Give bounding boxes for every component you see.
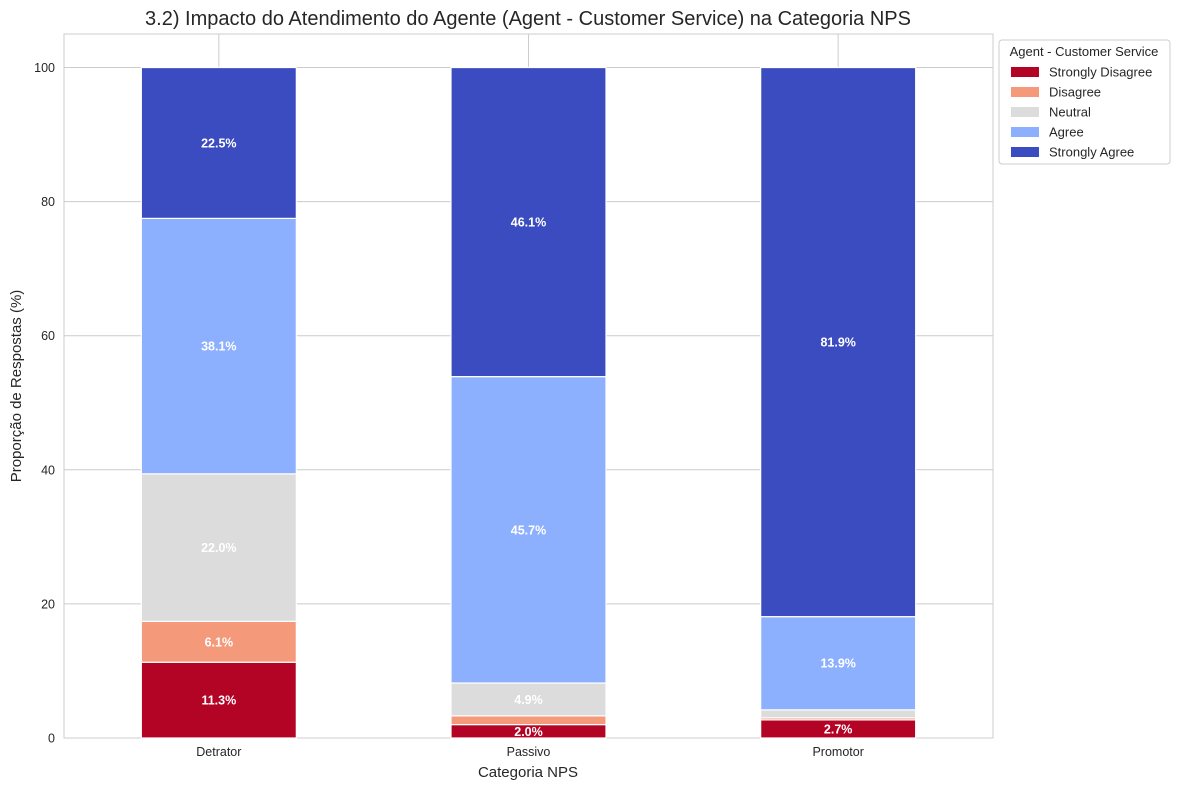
data-label: 22.0% <box>201 541 236 555</box>
legend-title: Agent - Customer Service <box>1010 44 1159 59</box>
tick-labels: 0 20 40 60 80 100 Detrator Passivo Promotor <box>34 61 864 759</box>
legend-swatch <box>1011 127 1039 137</box>
y-tick-label: 100 <box>34 61 55 75</box>
data-label: 2.0% <box>514 725 543 739</box>
legend-item-label: Strongly Agree <box>1049 145 1134 160</box>
bar-segment <box>450 66 607 378</box>
data-label: 11.3% <box>201 694 236 708</box>
x-tick-label: Detrator <box>196 745 241 759</box>
legend-swatch <box>1011 87 1039 97</box>
chart-title: 3.2) Impacto do Atendimento do Agente (A… <box>145 8 911 30</box>
bar-segment <box>760 616 917 711</box>
data-label: 2.7% <box>824 722 853 736</box>
bar-segment <box>140 661 297 739</box>
bar-segment <box>760 66 917 618</box>
legend-item-label: Neutral <box>1049 105 1091 120</box>
data-label: 13.9% <box>820 657 855 671</box>
y-tick-label: 60 <box>41 329 55 343</box>
data-label: 22.5% <box>201 136 236 150</box>
data-label: 6.1% <box>205 635 234 649</box>
bar-segment <box>140 473 297 622</box>
y-axis-label: Proporção de Respostas (%) <box>8 290 25 483</box>
legend-item-label: Strongly Disagree <box>1049 65 1152 80</box>
bars <box>140 66 917 739</box>
y-tick-label: 80 <box>41 195 55 209</box>
bar-segment <box>450 682 607 717</box>
y-tick-label: 40 <box>41 463 55 477</box>
bar-segment <box>450 715 607 726</box>
legend: Agent - Customer Service Strongly Disagr… <box>998 39 1171 165</box>
legend-frame <box>998 39 1171 165</box>
bar-segment <box>760 709 917 719</box>
data-label: 38.1% <box>201 340 236 354</box>
y-tick-label: 0 <box>48 732 55 746</box>
legend-swatch <box>1011 67 1039 77</box>
data-label: 45.7% <box>511 523 546 537</box>
legend-swatch <box>1011 107 1039 117</box>
x-tick-label: Promotor <box>812 745 863 759</box>
x-axis-label: Categoria NPS <box>478 764 578 781</box>
legend-item-label: Agree <box>1049 125 1084 140</box>
legend-item-label: Disagree <box>1049 85 1101 100</box>
bar-segment <box>450 376 607 684</box>
y-tick-label: 20 <box>41 597 55 611</box>
segment-labels: 11.3% 6.1% 22.0% 38.1% 22.5% 2.0% 4.9% 45.7% 46.… <box>201 136 856 738</box>
legend-swatch <box>1011 147 1039 157</box>
data-label: 46.1% <box>511 216 546 230</box>
bar-segment <box>140 217 297 475</box>
data-label: 4.9% <box>514 693 543 707</box>
data-label: 81.9% <box>820 336 855 350</box>
x-tick-label: Passivo <box>507 745 551 759</box>
bar-segment <box>140 66 297 219</box>
